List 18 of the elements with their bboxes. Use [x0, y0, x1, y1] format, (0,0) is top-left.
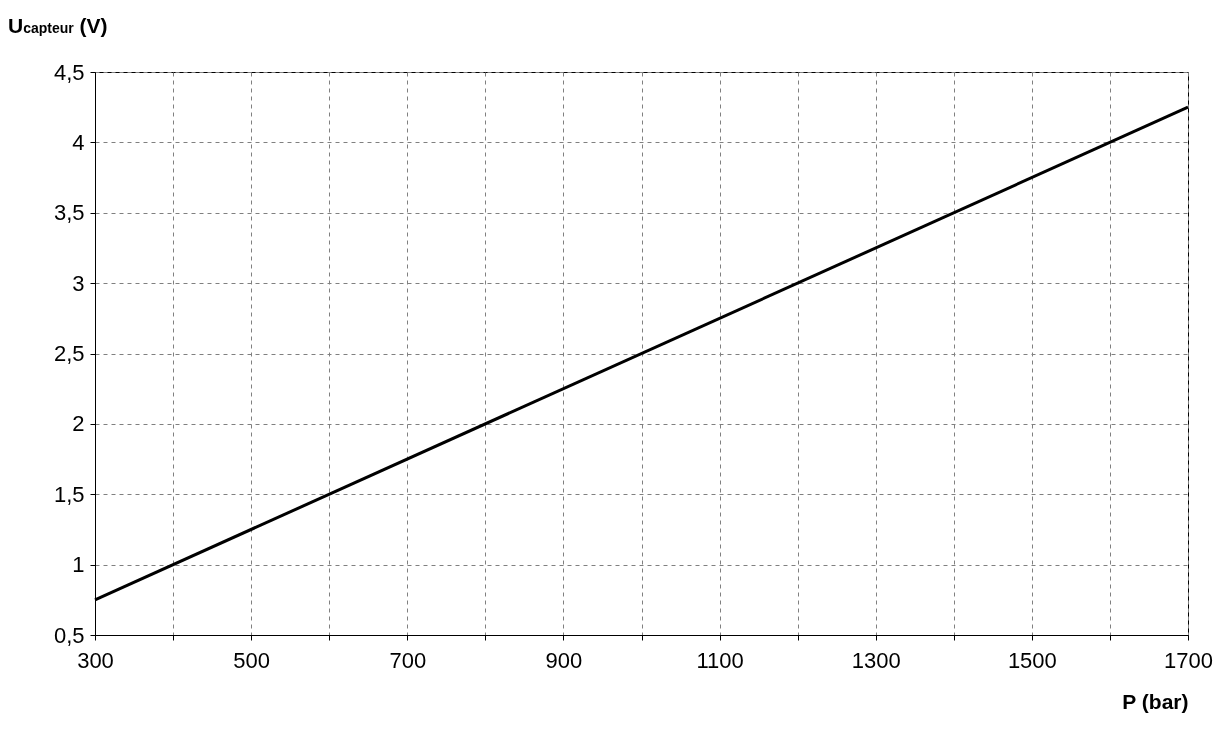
x-tick-label: 1700 — [1164, 647, 1213, 673]
y-tick-label: 0,5 — [53, 622, 85, 648]
y-tick-label: 4 — [72, 129, 85, 155]
x-tick-label: 700 — [389, 647, 427, 673]
y-tick-label: 4,5 — [53, 59, 85, 85]
y-tick-label: 1 — [72, 552, 85, 578]
y-tick-label: 1,5 — [53, 481, 85, 507]
x-tick-label: 300 — [77, 647, 114, 673]
x-tick-label: 900 — [545, 647, 583, 673]
y-tick-label: 3,5 — [53, 200, 85, 226]
x-tick-label: 1100 — [696, 647, 744, 673]
y-tick-label: 2,5 — [53, 341, 85, 366]
y-tick-label: 2 — [72, 411, 85, 437]
y-tick-label: 3 — [72, 270, 85, 296]
x-tick-label: 1300 — [851, 647, 901, 673]
x-tick-label: 500 — [233, 647, 270, 673]
x-axis-title: P (bar) — [1122, 689, 1189, 713]
x-tick-label: 1500 — [1007, 647, 1057, 673]
